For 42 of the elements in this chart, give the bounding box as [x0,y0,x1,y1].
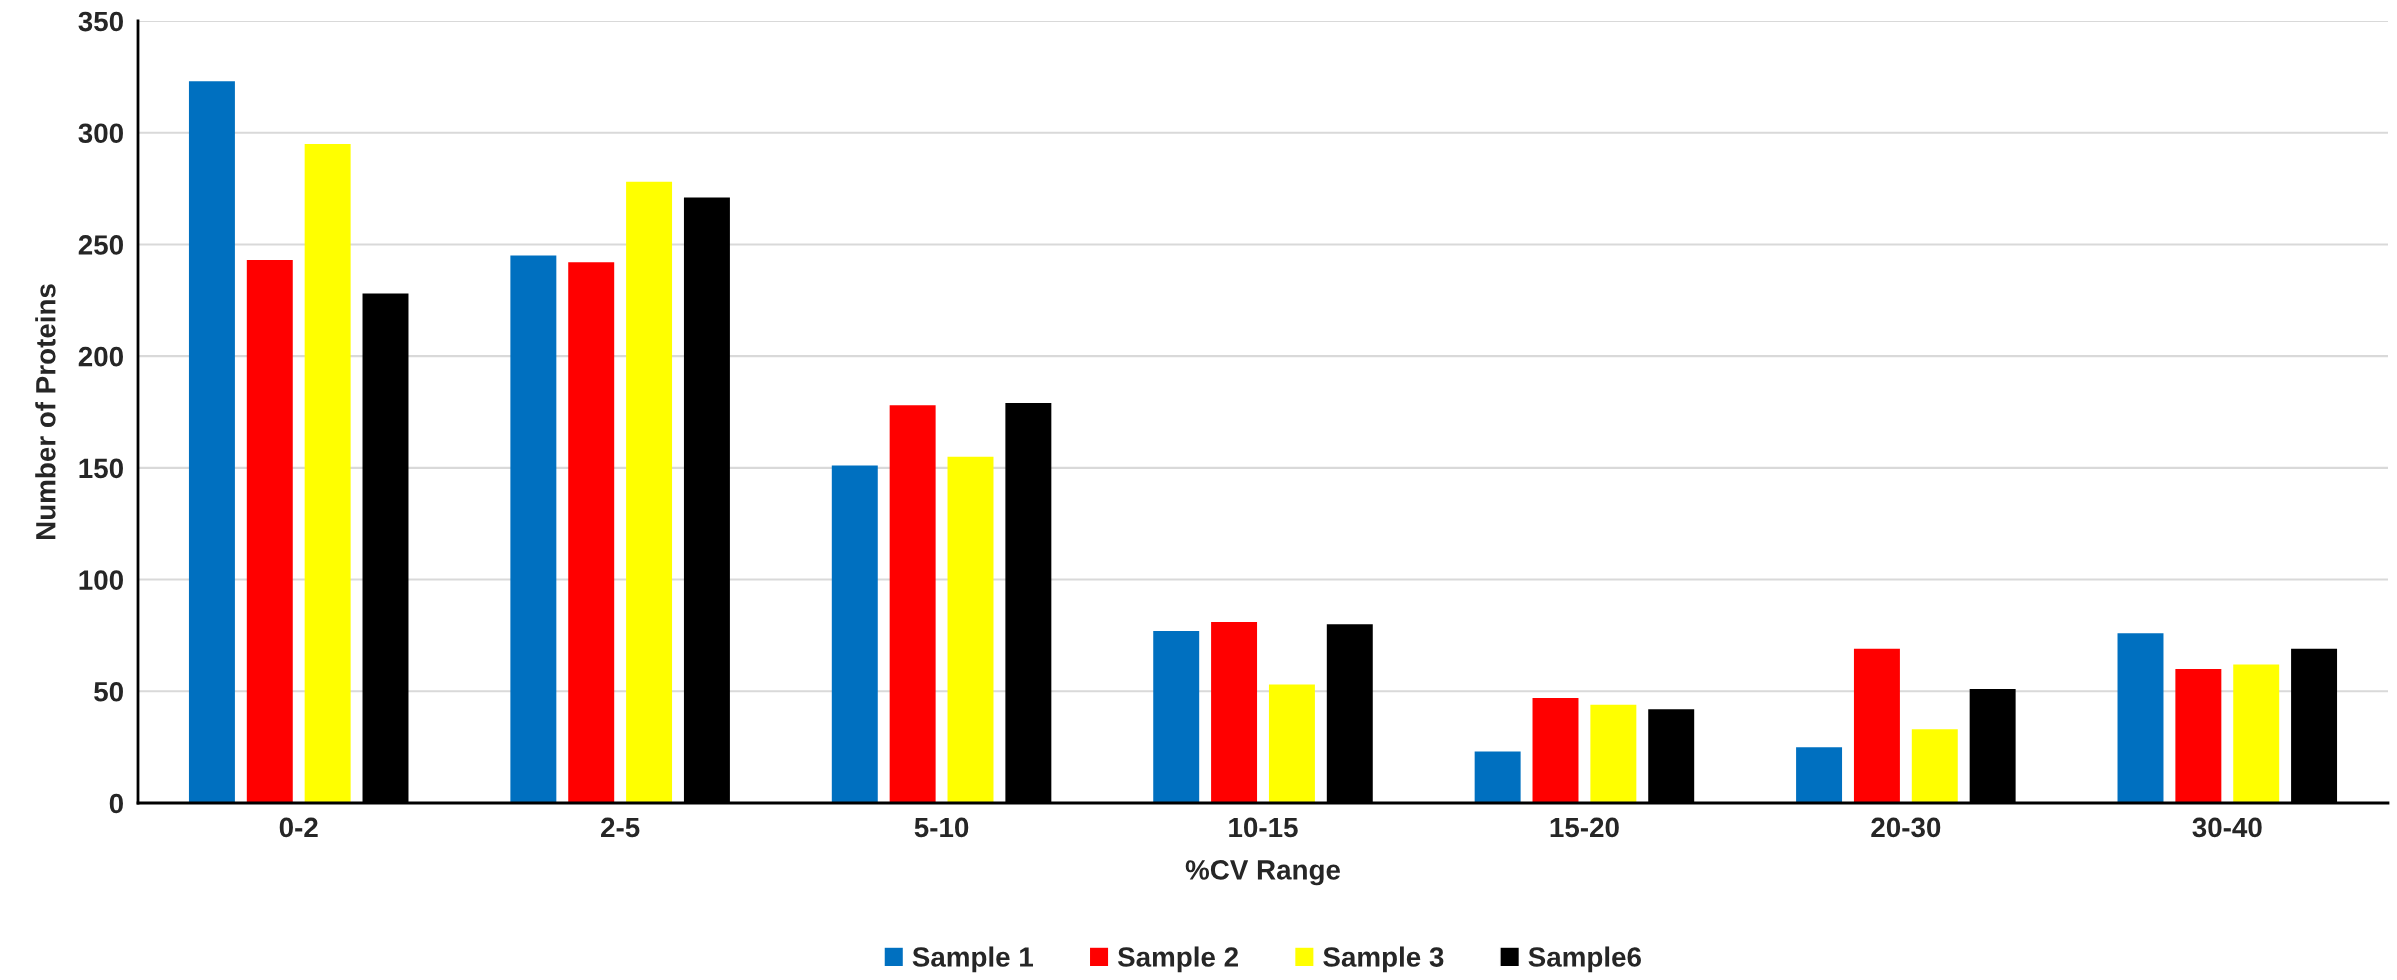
x-tick-label: 30-40 [2192,817,2262,838]
x-tick-label: 20-30 [1871,817,1941,838]
bar [2233,664,2280,803]
x-tick-label: 5-10 [914,817,969,838]
bar [947,456,994,803]
legend-label: Sample 3 [1323,946,1444,973]
bar [1532,697,1579,803]
bar [1911,729,1958,803]
x-axis-title: %CV Range [1185,860,1340,886]
y-tick-label: 250 [78,235,123,255]
bar [188,81,235,803]
bar [626,181,673,803]
y-tick-label: 50 [94,681,123,702]
bar [246,260,293,803]
y-tick-label: 300 [78,123,123,144]
bar [304,143,351,803]
bar [1853,648,1900,803]
bar [1153,630,1200,803]
y-tick-label: 200 [78,346,123,367]
legend-label: Sample6 [1528,946,1641,973]
bar [1474,751,1521,803]
legend-label: Sample 2 [1117,946,1238,973]
bar [889,405,936,803]
x-tick-label: 2-5 [601,817,640,838]
y-tick-label: 100 [79,570,123,590]
bar [2175,668,2222,803]
bar [1268,684,1315,803]
y-tick-label: 0 [109,793,123,814]
bar [510,255,557,803]
x-tick-label: 15-20 [1550,817,1619,838]
y-tick-label: 350 [78,11,123,32]
legend-label: Sample 1 [912,946,1034,973]
x-tick-label: 10-15 [1229,817,1298,838]
x-tick-label: 0-2 [279,817,318,838]
bar [1211,622,1258,803]
bar [2117,633,2164,803]
y-tick-label: 150 [79,458,123,479]
bar [1590,704,1637,803]
bar [568,262,615,803]
bar [831,465,878,803]
y-axis-title: Number of Proteins [35,284,56,540]
bar [1796,747,1843,803]
